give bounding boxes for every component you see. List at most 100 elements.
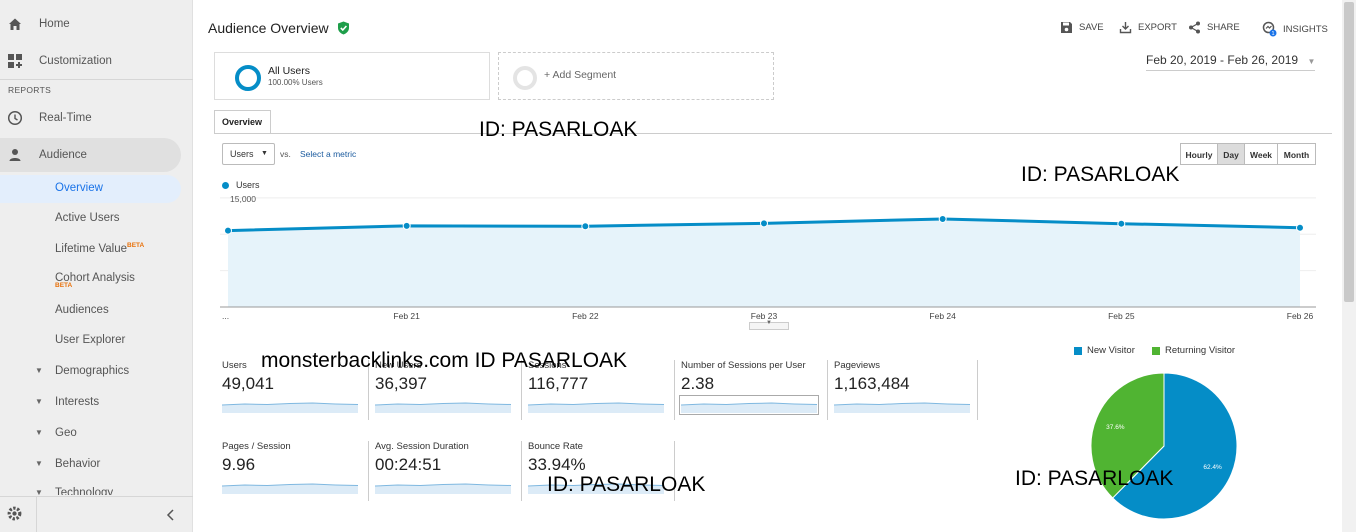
data-point[interactable] [1296, 223, 1304, 232]
resize-arrow-icon: ▼ [766, 320, 772, 326]
segment-all-users[interactable]: All Users 100.00% Users [214, 52, 490, 100]
sidebar-item-cohort-analysis[interactable]: Cohort Analysis BETA [55, 272, 135, 289]
scrollbar-thumb[interactable] [1344, 2, 1354, 302]
sidebar-item-active-users[interactable]: Active Users [55, 212, 120, 224]
metric-tile[interactable]: Avg. Session Duration 00:24:51 [375, 441, 523, 494]
expand-triangle-icon[interactable]: ▼ [35, 428, 43, 437]
expand-triangle-icon[interactable]: ▼ [35, 488, 43, 497]
metric-value: 33.94% [528, 455, 586, 474]
data-point[interactable] [1117, 219, 1126, 228]
share-button[interactable]: SHARE [1188, 21, 1240, 34]
save-button[interactable]: SAVE [1060, 21, 1104, 34]
chart-resize-handle[interactable]: ▼ [749, 320, 789, 330]
watermark: monsterbacklinks.com ID PASARLOAK [261, 349, 628, 372]
sidebar-item-overview[interactable]: Overview [55, 182, 103, 194]
share-label: SHARE [1207, 22, 1240, 33]
sidebar-item-behavior[interactable]: Behavior [55, 458, 101, 470]
export-button[interactable]: EXPORT [1119, 21, 1177, 34]
chart-legend: Users [222, 180, 260, 190]
metric-name: Bounce Rate [528, 441, 583, 452]
metric-tile[interactable]: Number of Sessions per User 2.38 [679, 360, 829, 415]
sparkline-line [528, 483, 664, 487]
data-point[interactable] [760, 219, 768, 228]
select-metric-link[interactable]: Select a metric [300, 149, 357, 159]
save-icon [1061, 22, 1072, 33]
pie-legend-new-label: New Visitor [1087, 345, 1135, 356]
tab-overview[interactable]: Overview [214, 110, 271, 134]
gear-icon[interactable] [6, 505, 23, 522]
metric-tile[interactable]: Sessions 116,777 [528, 360, 676, 413]
granularity-week[interactable]: Week [1244, 143, 1278, 165]
metric-sparkline [834, 402, 970, 413]
sidebar-item-audience[interactable]: Audience [0, 139, 193, 171]
audience-highlight [0, 138, 181, 172]
beta-badge: BETA [55, 282, 73, 289]
legend-swatch [1152, 346, 1160, 355]
metric-tile[interactable]: Bounce Rate 33.94% [528, 441, 676, 494]
metric-dropdown[interactable]: Users ▼ [222, 143, 275, 165]
sparkline-line [375, 483, 511, 487]
collapse-chevron-icon[interactable] [166, 509, 176, 521]
sidebar-item-interests[interactable]: Interests [55, 396, 100, 408]
insights-label: INSIGHTS [1283, 23, 1328, 35]
expand-triangle-icon[interactable]: ▼ [35, 366, 43, 375]
insights-button[interactable]: 1 INSIGHTS [1262, 21, 1328, 37]
metric-tile[interactable]: New Users 36,397 [375, 360, 523, 413]
metric-value: 2.38 [681, 374, 715, 393]
dashboard-grid-icon [8, 54, 22, 68]
pie-slice[interactable] [1090, 372, 1165, 499]
granularity-month[interactable]: Month [1277, 143, 1316, 165]
metric-name: Number of Sessions per User [681, 360, 806, 371]
download-icon [1119, 22, 1132, 34]
data-point[interactable] [402, 221, 411, 230]
metric-tile[interactable]: Users 49,041 [222, 360, 370, 413]
sidebar-item-user-explorer[interactable]: User Explorer [55, 334, 126, 346]
insights-icon: 1 [1262, 21, 1277, 37]
page-title: Audience Overview [208, 20, 329, 36]
expand-triangle-icon[interactable]: ▼ [35, 397, 43, 406]
divider [36, 497, 37, 532]
sidebar-item-home[interactable]: Home [0, 8, 193, 40]
data-point[interactable] [224, 226, 232, 235]
legend-label: Users [236, 180, 260, 190]
sidebar-item-lifetime-value[interactable]: Lifetime ValueBETA [55, 242, 144, 255]
sidebar-item-customization[interactable]: Customization [0, 45, 193, 77]
expand-triangle-icon[interactable]: ▼ [35, 459, 43, 468]
metric-name: Pages / Session [222, 441, 291, 452]
date-range-picker[interactable]: Feb 20, 2019 - Feb 26, 2019 ▼ [1146, 53, 1316, 71]
data-point[interactable] [581, 222, 590, 231]
granularity-day[interactable]: Day [1217, 143, 1245, 165]
metric-sparkline [375, 402, 511, 413]
metric-separator [368, 441, 369, 501]
pie-slice[interactable] [1111, 372, 1238, 520]
metric-separator [674, 360, 675, 420]
sparkline-area [222, 403, 358, 413]
data-point[interactable] [938, 214, 947, 223]
sparkline-area [222, 484, 358, 494]
metric-tile[interactable]: Pages / Session 9.96 [222, 441, 370, 494]
add-segment-label: + Add Segment [544, 69, 617, 81]
granularity-hourly[interactable]: Hourly [1180, 143, 1218, 165]
metric-value: 00:24:51 [375, 455, 442, 474]
watermark: ID: PASARLOAK [1015, 467, 1174, 490]
sparkline-area [375, 403, 511, 413]
tab-underline [214, 133, 1332, 134]
dropdown-arrow-icon: ▼ [1307, 57, 1316, 66]
sparkline-line [222, 402, 358, 406]
metric-separator [827, 360, 828, 420]
sidebar-item-technology[interactable]: Technology [55, 487, 114, 495]
metric-sparkline [679, 395, 819, 415]
sidebar-item-demographics[interactable]: Demographics [55, 365, 130, 377]
metric-value: 116,777 [528, 374, 589, 393]
sidebar-item-geo[interactable]: Geo [55, 427, 77, 439]
verified-shield-icon [338, 21, 349, 35]
sidebar-item-audiences[interactable]: Audiences [55, 304, 109, 316]
metric-tile[interactable]: Pageviews 1,163,484 [834, 360, 982, 413]
segment-ring-icon [513, 66, 537, 90]
dropdown-arrow-icon: ▼ [261, 150, 268, 157]
add-segment-button[interactable]: + Add Segment [498, 52, 774, 100]
metric-name: Pageviews [834, 360, 880, 371]
sidebar-item-realtime[interactable]: Real-Time [0, 102, 193, 134]
metric-value: 36,397 [375, 374, 427, 393]
